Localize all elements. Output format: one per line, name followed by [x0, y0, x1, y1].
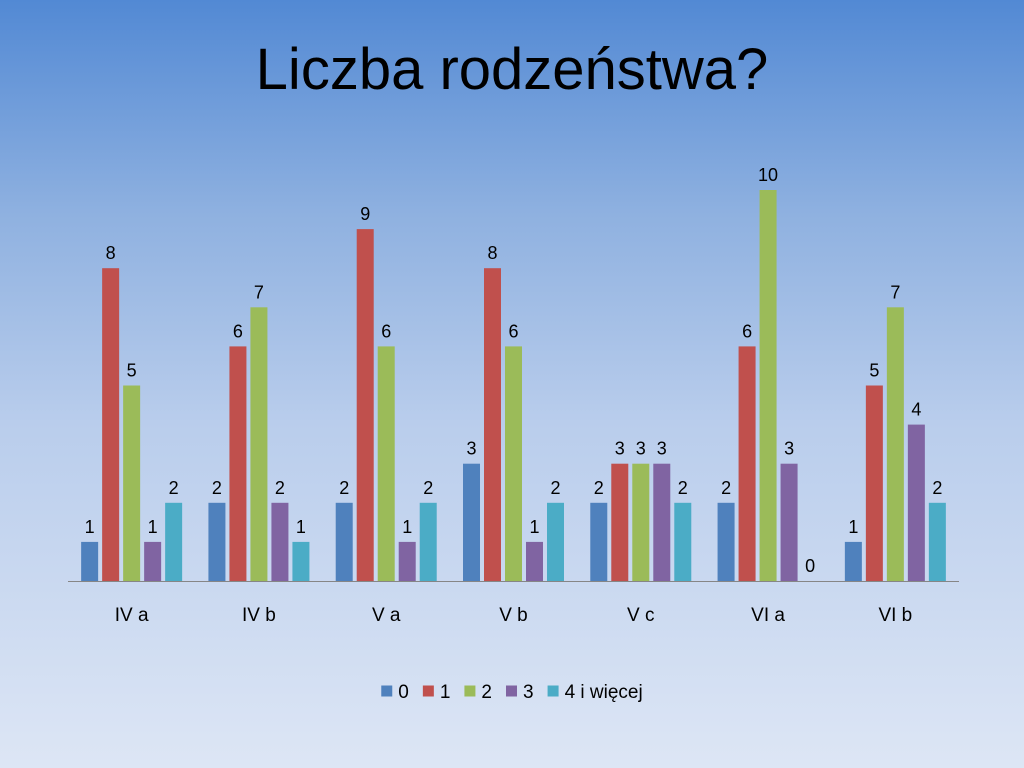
- bar-vi-a-series-0: [717, 502, 735, 581]
- bar-iv-a-series-1: [102, 268, 120, 581]
- bar-iv-b-series-2: [250, 307, 268, 581]
- bar-vi-b-series-1: [865, 385, 883, 581]
- legend-label-series-0: 0: [398, 682, 409, 703]
- bar-iv-a-series-0: [81, 541, 99, 581]
- bar-vi-b-series-3: [907, 424, 925, 581]
- bar-v-b-series-4-i-wi-cej: [547, 502, 564, 581]
- data-label-iv-b-series-3: 2: [275, 478, 285, 498]
- bar-v-a-series-2: [377, 346, 395, 581]
- data-label-v-a-series-0: 2: [339, 478, 349, 498]
- data-label-vi-b-series-3: 4: [911, 400, 921, 420]
- x-tick-label-iv-b: IV b: [242, 605, 276, 626]
- data-label-iv-b-series-1: 6: [233, 321, 243, 341]
- x-tick-label-v-c: V c: [627, 605, 654, 626]
- bar-v-a-series-1: [356, 229, 374, 581]
- data-label-v-a-series-1: 9: [360, 204, 370, 224]
- legend-label-series-1: 1: [440, 682, 451, 703]
- bar-iv-b-series-0: [208, 502, 226, 581]
- data-label-vi-a-series-1: 6: [742, 321, 752, 341]
- bar-iv-a-series-3: [144, 541, 162, 581]
- bar-v-a-series-0: [335, 502, 353, 581]
- data-label-v-b-series-3: 1: [529, 517, 539, 537]
- data-label-iv-a-series-4-i-wi-cej: 2: [169, 478, 179, 498]
- data-label-v-b-series-4-i-wi-cej: 2: [550, 478, 560, 498]
- bar-v-b-series-3: [526, 541, 543, 581]
- data-label-iv-a-series-3: 1: [148, 517, 158, 537]
- data-label-v-a-series-4-i-wi-cej: 2: [423, 478, 433, 498]
- legend-swatch-series-2: [464, 685, 476, 697]
- data-label-iv-a-series-0: 1: [85, 517, 95, 537]
- bar-vi-b-series-2: [886, 307, 904, 581]
- data-label-v-b-series-1: 8: [487, 243, 497, 263]
- data-label-iv-b-series-4-i-wi-cej: 1: [296, 517, 306, 537]
- legend-swatch-series-0: [381, 685, 393, 697]
- data-label-v-b-series-2: 6: [508, 321, 518, 341]
- x-tick-label-vi-a: VI a: [751, 605, 785, 626]
- bar-vi-a-series-1: [738, 346, 756, 581]
- data-label-iv-b-series-0: 2: [212, 478, 222, 498]
- bar-v-b-series-2: [505, 346, 522, 581]
- data-label-v-a-series-2: 6: [381, 321, 391, 341]
- data-label-v-c-series-3: 3: [657, 439, 667, 459]
- x-tick-labels: IV a IV b V a V b V c VI a VI b: [115, 605, 913, 626]
- data-label-vi-a-series-2: 10: [758, 165, 778, 185]
- data-label-v-b-series-0: 3: [466, 439, 476, 459]
- bar-iv-a-series-4-i-wi-cej: [165, 502, 183, 581]
- data-label-v-c-series-2: 3: [636, 439, 646, 459]
- bar-vi-a-series-3: [780, 463, 798, 581]
- legend-label-series-2: 2: [481, 682, 492, 703]
- bar-v-a-series-4-i-wi-cej: [419, 502, 437, 581]
- legend-label-series-4-i-wi-cej: 4 i więcej: [565, 682, 643, 703]
- legend-swatch-series-1: [422, 685, 434, 697]
- bar-iv-b-series-4-i-wi-cej: [292, 541, 310, 581]
- bar-vi-a-series-2: [759, 190, 777, 581]
- bar-v-b-series-0: [463, 463, 480, 581]
- bars-group: [81, 190, 946, 581]
- bar-v-c-series-2: [632, 463, 650, 581]
- x-tick-label-v-a: V a: [372, 605, 401, 626]
- bar-iv-a-series-2: [123, 385, 141, 581]
- legend-swatch-series-4-i-wi-cej: [547, 685, 559, 697]
- bar-v-c-series-0: [590, 502, 608, 581]
- bar-v-c-series-4-i-wi-cej: [674, 502, 692, 581]
- bar-vi-b-series-4-i-wi-cej: [928, 502, 946, 581]
- data-label-vi-a-series-0: 2: [721, 478, 731, 498]
- x-tick-label-v-b: V b: [499, 605, 528, 626]
- x-tick-label-iv-a: IV a: [115, 605, 149, 626]
- x-tick-label-vi-b: VI b: [878, 605, 912, 626]
- data-label-vi-a-series-4-i-wi-cej: 0: [805, 556, 815, 576]
- bar-v-a-series-3: [398, 541, 416, 581]
- data-label-v-c-series-1: 3: [615, 439, 625, 459]
- data-label-v-c-series-0: 2: [594, 478, 604, 498]
- bar-v-c-series-3: [653, 463, 671, 581]
- data-label-v-a-series-3: 1: [402, 517, 412, 537]
- bar-vi-b-series-0: [844, 541, 862, 581]
- legend-swatch-series-3: [506, 685, 517, 697]
- data-label-vi-b-series-2: 7: [890, 282, 900, 302]
- data-label-vi-b-series-4-i-wi-cej: 2: [932, 478, 942, 498]
- data-label-iv-b-series-2: 7: [254, 282, 264, 302]
- legend-label-series-3: 3: [523, 682, 534, 703]
- legend: 0 1 2 3 4 i więcej: [381, 682, 643, 703]
- bar-v-b-series-1: [484, 268, 501, 581]
- data-label-iv-a-series-2: 5: [127, 361, 137, 381]
- data-label-vi-a-series-3: 3: [784, 439, 794, 459]
- data-label-vi-b-series-0: 1: [848, 517, 858, 537]
- bar-v-c-series-1: [611, 463, 629, 581]
- data-label-vi-b-series-1: 5: [869, 361, 879, 381]
- slide-title: Liczba rodzeństwa?: [255, 37, 769, 102]
- data-label-v-c-series-4-i-wi-cej: 2: [678, 478, 688, 498]
- bar-iv-b-series-1: [229, 346, 247, 581]
- bar-iv-b-series-3: [271, 502, 289, 581]
- data-label-iv-a-series-1: 8: [106, 243, 116, 263]
